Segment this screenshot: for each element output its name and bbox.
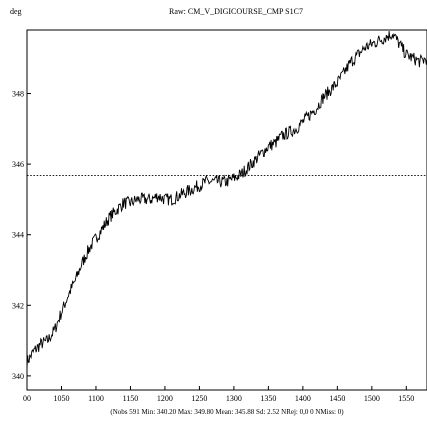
plot-frame [26,29,427,391]
x-tick-label: 1150 [123,394,139,403]
y-tick-label: 348 [12,90,24,99]
x-tick-label: 1250 [191,394,207,403]
y-tick-label: 344 [12,231,24,240]
x-tick-label: 1400 [295,394,311,403]
x-tick-label: 00 [23,394,31,403]
x-tick-label: 1100 [88,394,104,403]
x-tick-label: 1050 [53,394,69,403]
footer-stats: (Nobs 591 Min: 340.20 Max: 349.80 Mean: … [110,408,344,416]
y-tick-label: 346 [12,160,24,169]
y-tick-label: 342 [12,301,24,310]
x-tick-label: 1550 [398,394,414,403]
chart-title: Raw: CM_V_DIGICOURSE_CMP S1C7 [169,7,303,16]
y-tick-label: 340 [12,372,24,381]
x-tick-label: 1300 [226,394,242,403]
x-tick-label: 1450 [329,394,345,403]
y-axis-unit-label: deg [10,7,22,16]
series-line [26,30,427,369]
x-tick-label: 1200 [157,394,173,403]
x-tick-label: 1500 [364,394,380,403]
x-tick-label: 1350 [260,394,276,403]
